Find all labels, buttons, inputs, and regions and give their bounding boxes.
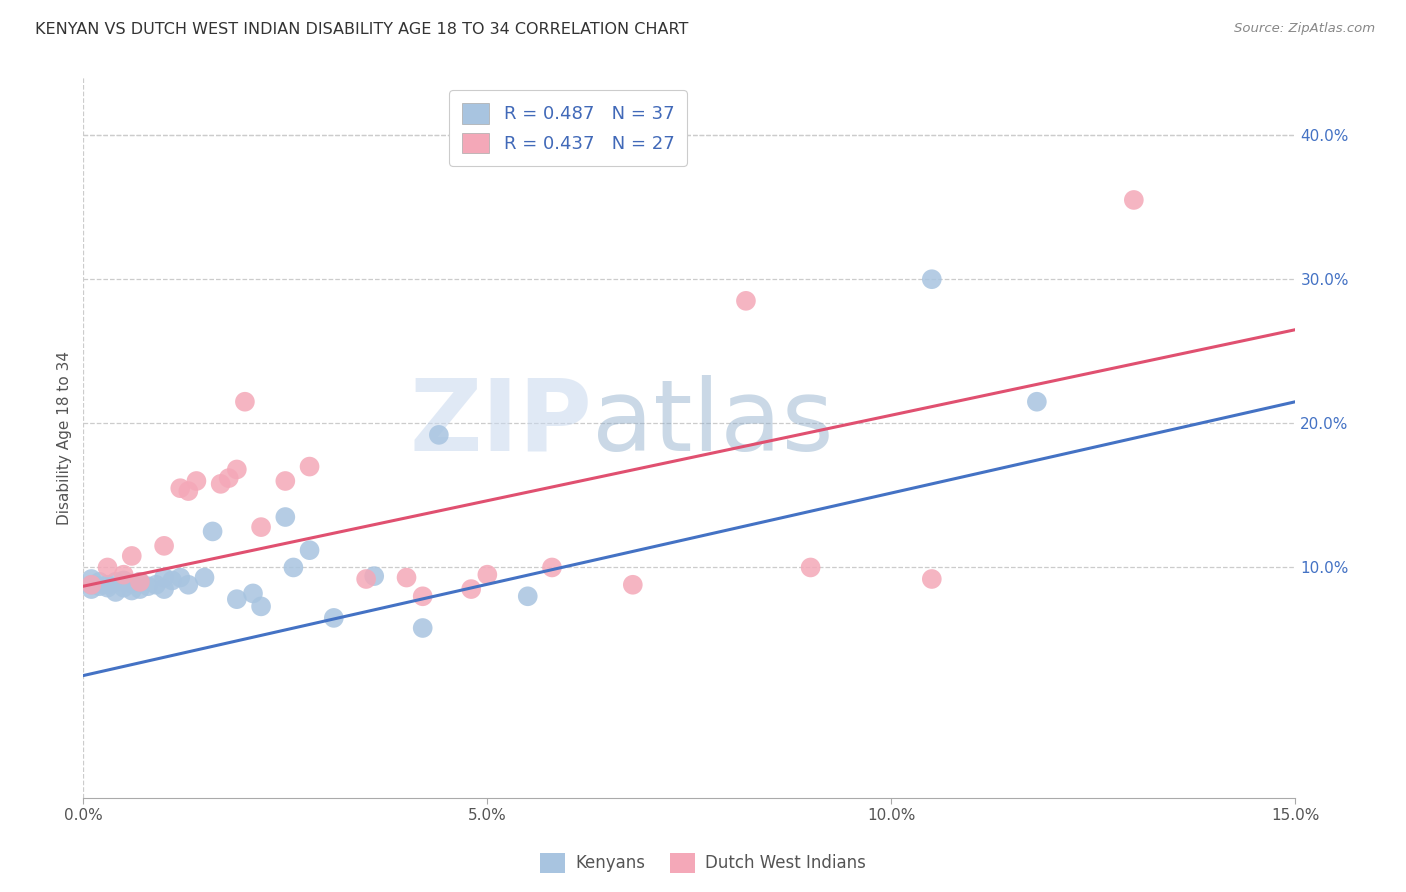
Point xyxy=(541,560,564,574)
Point xyxy=(96,578,118,592)
Point xyxy=(128,574,150,589)
Point xyxy=(153,582,176,596)
Point xyxy=(136,579,159,593)
Y-axis label: Disability Age 18 to 34: Disability Age 18 to 34 xyxy=(58,351,72,524)
Text: atlas: atlas xyxy=(592,375,834,472)
Point xyxy=(177,578,200,592)
Text: ZIP: ZIP xyxy=(409,375,592,472)
Point xyxy=(112,567,135,582)
Point xyxy=(169,570,191,584)
Point xyxy=(298,459,321,474)
Point xyxy=(250,520,273,534)
Point xyxy=(104,574,127,589)
Point xyxy=(145,578,167,592)
Point xyxy=(621,578,644,592)
Point xyxy=(160,574,183,588)
Point xyxy=(218,471,240,485)
Point xyxy=(354,572,377,586)
Point xyxy=(516,589,538,603)
Point xyxy=(96,560,118,574)
Point xyxy=(322,611,344,625)
Point xyxy=(186,474,208,488)
Point xyxy=(395,570,418,584)
Legend: R = 0.487   N = 37, R = 0.437   N = 27: R = 0.487 N = 37, R = 0.437 N = 27 xyxy=(450,90,688,166)
Point xyxy=(104,585,127,599)
Point xyxy=(169,481,191,495)
Point xyxy=(80,578,103,592)
Point xyxy=(201,524,224,539)
Point xyxy=(225,592,247,607)
Point xyxy=(177,484,200,499)
Point xyxy=(128,574,150,589)
Point xyxy=(96,581,118,595)
Point xyxy=(193,570,215,584)
Point xyxy=(800,560,823,574)
Point xyxy=(921,572,943,586)
Point xyxy=(121,583,143,598)
Point xyxy=(274,474,297,488)
Point xyxy=(225,462,247,476)
Point xyxy=(363,569,385,583)
Point xyxy=(153,570,176,584)
Point xyxy=(121,576,143,591)
Point xyxy=(427,428,450,442)
Point xyxy=(80,582,103,596)
Point xyxy=(80,572,103,586)
Point xyxy=(80,578,103,592)
Text: Source: ZipAtlas.com: Source: ZipAtlas.com xyxy=(1234,22,1375,36)
Point xyxy=(921,272,943,286)
Point xyxy=(412,621,434,635)
Point xyxy=(121,549,143,563)
Point xyxy=(112,581,135,595)
Point xyxy=(242,586,264,600)
Point xyxy=(89,579,111,593)
Point xyxy=(1122,193,1144,207)
Point xyxy=(128,582,150,596)
Point xyxy=(735,293,758,308)
Point xyxy=(209,476,232,491)
Point xyxy=(460,582,482,596)
Point xyxy=(1025,394,1047,409)
Point xyxy=(153,539,176,553)
Point xyxy=(112,574,135,588)
Point xyxy=(233,394,256,409)
Point xyxy=(412,589,434,603)
Text: KENYAN VS DUTCH WEST INDIAN DISABILITY AGE 18 TO 34 CORRELATION CHART: KENYAN VS DUTCH WEST INDIAN DISABILITY A… xyxy=(35,22,689,37)
Point xyxy=(89,574,111,589)
Point xyxy=(477,567,499,582)
Point xyxy=(298,543,321,558)
Point xyxy=(250,599,273,614)
Point xyxy=(274,510,297,524)
Point xyxy=(283,560,305,574)
Legend: Kenyans, Dutch West Indians: Kenyans, Dutch West Indians xyxy=(533,847,873,880)
